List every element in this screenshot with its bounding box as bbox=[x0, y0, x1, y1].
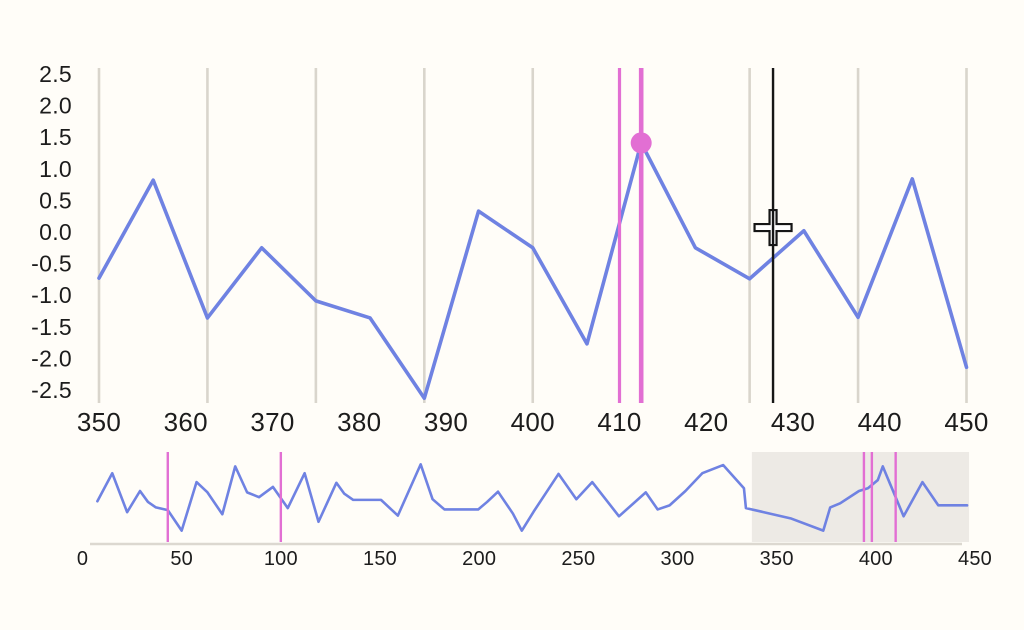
y-tick-label: -1.5 bbox=[31, 314, 72, 340]
x-tick-label: 420 bbox=[684, 407, 728, 437]
x-tick-label: 360 bbox=[164, 407, 208, 437]
y-tick-label: 0.0 bbox=[39, 219, 72, 245]
y-tick-label: 1.5 bbox=[39, 124, 72, 150]
event-marker-lines bbox=[617, 68, 644, 403]
highlight-point-marker[interactable] bbox=[630, 132, 652, 154]
navigator-x-tick-label: 400 bbox=[859, 548, 893, 570]
x-tick-label: 440 bbox=[858, 407, 902, 437]
main-x-axis-labels: 350 360 370 380 390 400 410 420 430 440 450 bbox=[77, 407, 988, 437]
y-tick-label: -2.0 bbox=[31, 345, 72, 371]
navigator-x-axis-labels: 0 50 100 150 200 250 300 350 400 450 bbox=[77, 548, 992, 570]
y-tick-label: -1.0 bbox=[31, 282, 72, 308]
y-tick-label: 0.5 bbox=[39, 187, 72, 213]
y-tick-label: -2.5 bbox=[31, 377, 72, 403]
main-series-line bbox=[97, 141, 969, 401]
navigator-event-lines bbox=[166, 452, 897, 542]
x-tick-label: 380 bbox=[337, 407, 381, 437]
navigator-x-tick-label: 50 bbox=[170, 548, 193, 570]
navigator-selection-window[interactable] bbox=[751, 452, 970, 542]
y-tick-label: 2.0 bbox=[39, 93, 72, 119]
navigator-x-tick-label: 300 bbox=[661, 548, 695, 570]
main-chart: 2.5 2.0 1.5 1.0 0.5 0.0 -0.5 -1.0 -1.5 -2.0 -2.5 3… bbox=[31, 61, 988, 437]
navigator-x-tick-label: 0 bbox=[77, 548, 88, 570]
navigator-series-line bbox=[96, 463, 969, 532]
main-y-axis-labels: 2.5 2.0 1.5 1.0 0.5 0.0 -0.5 -1.0 -1.5 -2.0 -2.5 bbox=[31, 61, 72, 403]
x-tick-label: 450 bbox=[944, 407, 988, 437]
x-tick-label: 350 bbox=[77, 407, 121, 437]
x-tick-label: 410 bbox=[597, 407, 641, 437]
x-tick-label: 400 bbox=[511, 407, 555, 437]
navigator-x-tick-label: 450 bbox=[958, 548, 992, 570]
navigator-x-tick-label: 100 bbox=[264, 548, 298, 570]
navigator-x-tick-label: 350 bbox=[760, 548, 794, 570]
x-tick-label: 370 bbox=[250, 407, 294, 437]
navigator-x-tick-label: 250 bbox=[561, 548, 595, 570]
x-tick-label: 430 bbox=[771, 407, 815, 437]
x-tick-label: 390 bbox=[424, 407, 468, 437]
navigator: 0 50 100 150 200 250 300 350 400 450 bbox=[77, 452, 992, 570]
y-tick-label: 2.5 bbox=[39, 61, 72, 87]
y-tick-label: -0.5 bbox=[31, 251, 72, 277]
navigator-x-tick-label: 200 bbox=[462, 548, 496, 570]
navigator-x-tick-label: 150 bbox=[363, 548, 397, 570]
y-tick-label: 1.0 bbox=[39, 156, 72, 182]
